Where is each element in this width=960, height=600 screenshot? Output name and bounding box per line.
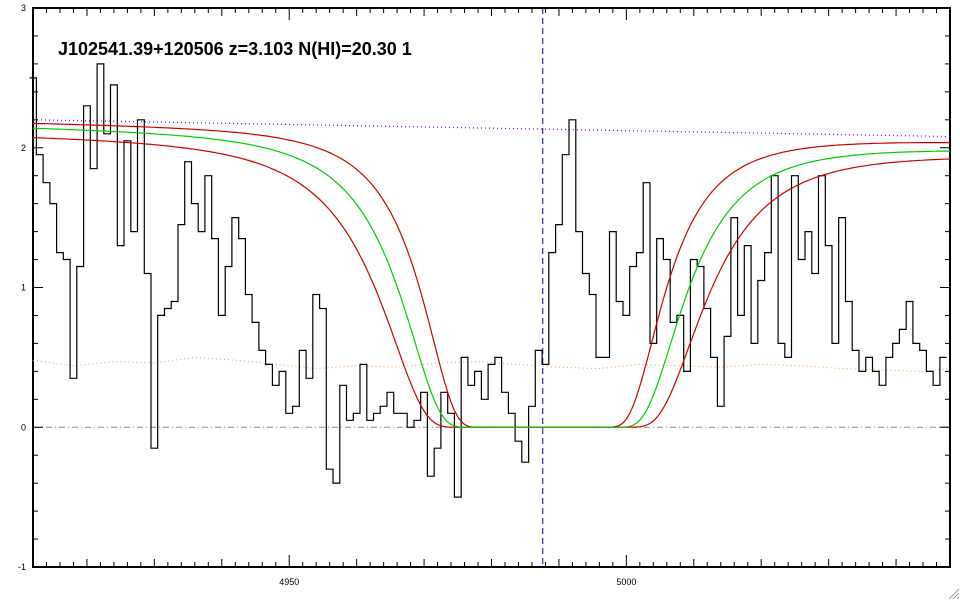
y-tick-label: 0 (21, 422, 26, 432)
absorption-model (32, 122, 951, 428)
plot-frame (32, 7, 951, 568)
axis-ticks: -1 0 1 2 3 4950 5000 (18, 3, 951, 587)
x-tick-label: 5000 (616, 577, 636, 587)
model-upper-bound (32, 122, 950, 428)
error-spectrum (32, 356, 951, 372)
plot-border (32, 7, 951, 568)
model-best-fit (32, 127, 950, 428)
continuum-dotted (32, 119, 951, 138)
chart-title: J102541.39+120506 z=3.103 N(HI)=20.30 1 (58, 39, 412, 59)
flux-spectrum (29, 63, 947, 498)
y-tick-label: 3 (21, 3, 26, 13)
resize-grip-icon[interactable] (946, 586, 960, 600)
y-tick-label: -1 (18, 562, 26, 572)
model-lower-bound (32, 137, 951, 428)
y-tick-label: 2 (21, 143, 26, 153)
flux-histogram (29, 63, 947, 498)
continuum-line (32, 119, 951, 138)
x-tick-label: 4950 (279, 577, 299, 587)
error-line (32, 356, 951, 372)
y-tick-label: 1 (21, 283, 26, 293)
